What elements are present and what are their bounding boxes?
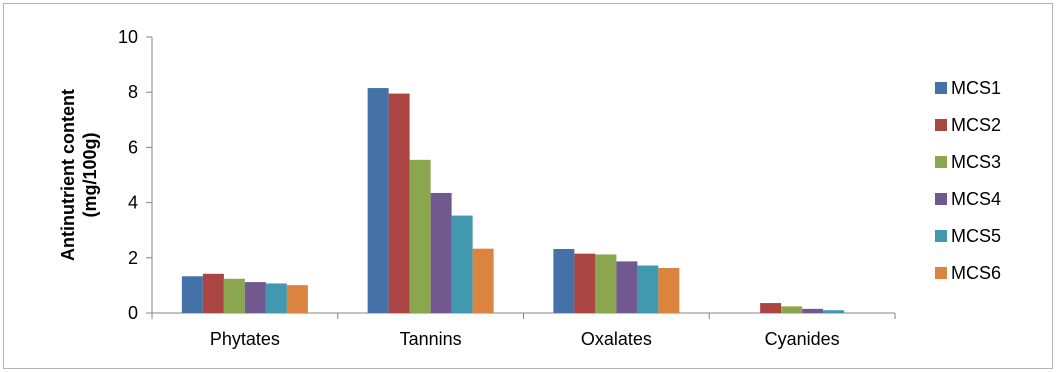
y-axis-label-line: (mg/100g) [80,132,100,217]
bar-mcs6-phytates [286,285,308,313]
bar-mcs2-oxalates [574,253,596,313]
legend-label-mcs1: MCS1 [951,78,1001,98]
category-label: Cyanides [765,329,840,349]
y-tick-label: 8 [128,82,138,102]
y-tick-label: 0 [128,303,138,323]
y-tick-labels: 0 2 4 6 8 10 [118,27,138,323]
bar-mcs1-tannins [367,88,389,313]
bar-mcs3-phytates [223,278,245,313]
legend-swatch-mcs1 [935,82,947,94]
bar-mcs4-tannins [430,192,452,313]
bar-mcs3-oxalates [595,254,617,313]
y-tick-label: 10 [118,27,138,47]
legend-swatch-mcs6 [935,267,947,279]
bar-mcs5-oxalates [637,265,659,313]
legend-swatch-mcs4 [935,193,947,205]
legend-swatch-mcs5 [935,230,947,242]
y-axis-label-line: Antinutrient content [58,89,78,261]
bar-mcs5-cyanides [823,310,845,313]
category-labels: Phytates Tannins Oxalates Cyanides [210,329,840,349]
bar-mcs4-oxalates [616,261,638,313]
bar-mcs3-tannins [409,159,431,313]
bar-mcs1-phytates [181,276,203,313]
axes [146,36,896,319]
bar-mcs1-oxalates [553,248,575,313]
bar-mcs5-phytates [265,283,287,313]
legend-label-mcs6: MCS6 [951,263,1001,283]
category-label: Oxalates [581,329,652,349]
bar-mcs6-tannins [472,248,494,313]
y-axis-label: Antinutrient content (mg/100g) [58,89,100,261]
chart-frame [3,3,1053,369]
category-label: Tannins [400,329,462,349]
y-tick-label: 2 [128,248,138,268]
bar-mcs2-phytates [202,273,224,313]
bar-mcs4-cyanides [802,308,824,313]
legend-label-mcs3: MCS3 [951,152,1001,172]
bar-mcs6-oxalates [658,268,680,313]
bars [181,88,845,313]
legend-swatch-mcs3 [935,156,947,168]
bar-mcs2-cyanides [760,303,782,313]
bar-mcs2-tannins [388,93,410,313]
category-label: Phytates [210,329,280,349]
legend-label-mcs5: MCS5 [951,226,1001,246]
legend-label-mcs2: MCS2 [951,115,1001,135]
bar-mcs3-cyanides [781,306,803,313]
bar-mcs4-phytates [244,282,266,313]
y-tick-label: 4 [128,193,138,213]
bar-mcs5-tannins [451,215,473,313]
legend: MCS1 MCS2 MCS3 MCS4 MCS5 MCS6 [935,78,1001,283]
legend-label-mcs4: MCS4 [951,189,1001,209]
y-tick-label: 6 [128,137,138,157]
legend-swatch-mcs2 [935,119,947,131]
